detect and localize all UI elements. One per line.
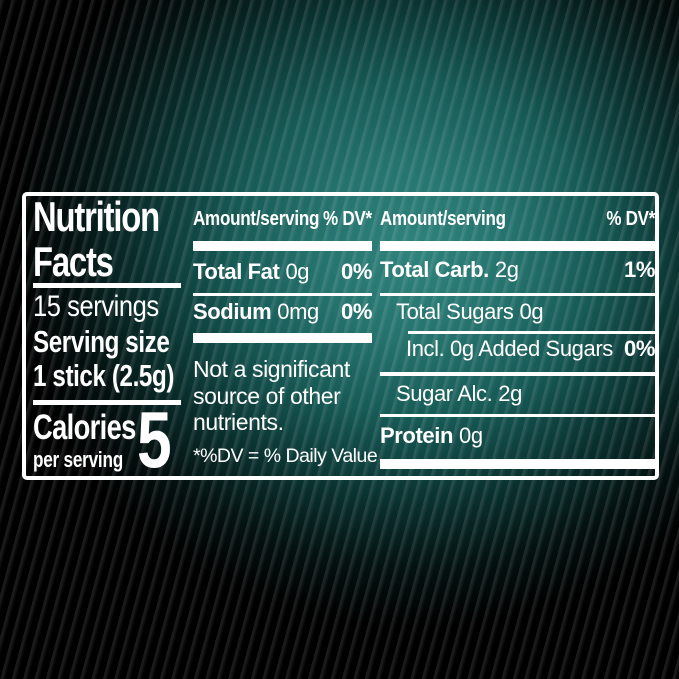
thin-divider <box>380 293 655 296</box>
panel-left-column: Nutrition Facts 15 servings Serving size… <box>33 193 191 484</box>
nutrient-row-added-sugars: Incl. 0g Added Sugars 0% <box>380 335 655 363</box>
nutrient-dv: 0% <box>341 259 372 284</box>
nutrient-dv: 0% <box>341 299 372 324</box>
thick-divider-bar <box>193 333 372 343</box>
calories-label: Calories <box>33 408 136 447</box>
not-significant-note: Not a significant source of other nutrie… <box>193 356 350 435</box>
nutrient-row-total-sugars: Total Sugars 0g <box>380 298 655 326</box>
nutrient-dv: 0% <box>624 336 655 361</box>
thick-divider-bar <box>193 241 372 251</box>
thin-divider <box>380 414 655 417</box>
nutrient-row-total-fat: Total Fat 0g 0% <box>193 258 372 286</box>
divider <box>33 400 181 405</box>
nutrient-name: Sodium <box>193 299 272 324</box>
nutrient-dv: 1% <box>624 257 655 282</box>
nutrient-row-protein: Protein 0g <box>380 422 655 450</box>
panel-middle-column: Amount/serving % DV* Total Fat 0g 0% Sodi… <box>193 196 378 476</box>
thick-divider-bar <box>380 459 655 469</box>
nutrient-amount: 0mg <box>277 299 319 324</box>
nutrient-row-sugar-alcohol: Sugar Alc. 2g <box>380 380 655 408</box>
medium-divider <box>380 372 655 376</box>
nutrient-amount: 0g <box>285 259 310 284</box>
percent-dv-header: % DV* <box>606 208 656 230</box>
thin-divider-indented <box>408 331 655 334</box>
nutrient-row-total-carb: Total Carb. 2g 1% <box>380 256 655 284</box>
amount-per-serving-header: Amount/serving <box>380 208 506 230</box>
panel-title: Nutrition Facts <box>33 193 160 285</box>
nutrient-name: Total Sugars <box>396 299 514 324</box>
nutrient-amount: 2g <box>494 257 519 282</box>
nutrient-name: Protein <box>380 423 453 448</box>
divider <box>33 283 181 288</box>
calories-value: 5 <box>137 395 172 484</box>
serving-size-label: Serving size <box>33 324 170 359</box>
panel-right-column: Amount/serving % DV* Total Carb. 2g 1% To… <box>380 196 655 476</box>
daily-value-footnote: *%DV = % Daily Value <box>193 445 378 467</box>
servings-count: 15 servings <box>33 290 159 323</box>
calories-sublabel: per serving <box>33 447 123 472</box>
percent-dv-header: % DV* <box>322 208 372 230</box>
thin-divider <box>193 293 372 296</box>
panel-title-line2: Facts <box>33 238 114 285</box>
nutrient-row-sodium: Sodium 0mg 0% <box>193 298 372 326</box>
nutrient-amount: 0g <box>459 423 483 448</box>
nutrient-amount: 2g <box>498 381 522 406</box>
right-header-row: Amount/serving % DV* <box>380 208 679 231</box>
nutrition-facts-panel: Nutrition Facts 15 servings Serving size… <box>22 192 659 480</box>
nutrient-name: Sugar Alc. <box>396 381 493 406</box>
amount-per-serving-header: Amount/serving <box>193 208 320 230</box>
nutrient-name: Incl. 0g Added Sugars <box>406 336 613 361</box>
nutrient-name: Total Fat <box>193 259 280 284</box>
panel-title-line1: Nutrition <box>33 193 160 240</box>
nutrient-amount: 0g <box>519 299 544 324</box>
nutrient-name: Total Carb. <box>380 257 489 282</box>
thick-divider-bar <box>380 241 655 251</box>
middle-header-row: Amount/serving % DV* <box>193 208 403 231</box>
serving-size-value: 1 stick (2.5g) <box>33 358 175 393</box>
